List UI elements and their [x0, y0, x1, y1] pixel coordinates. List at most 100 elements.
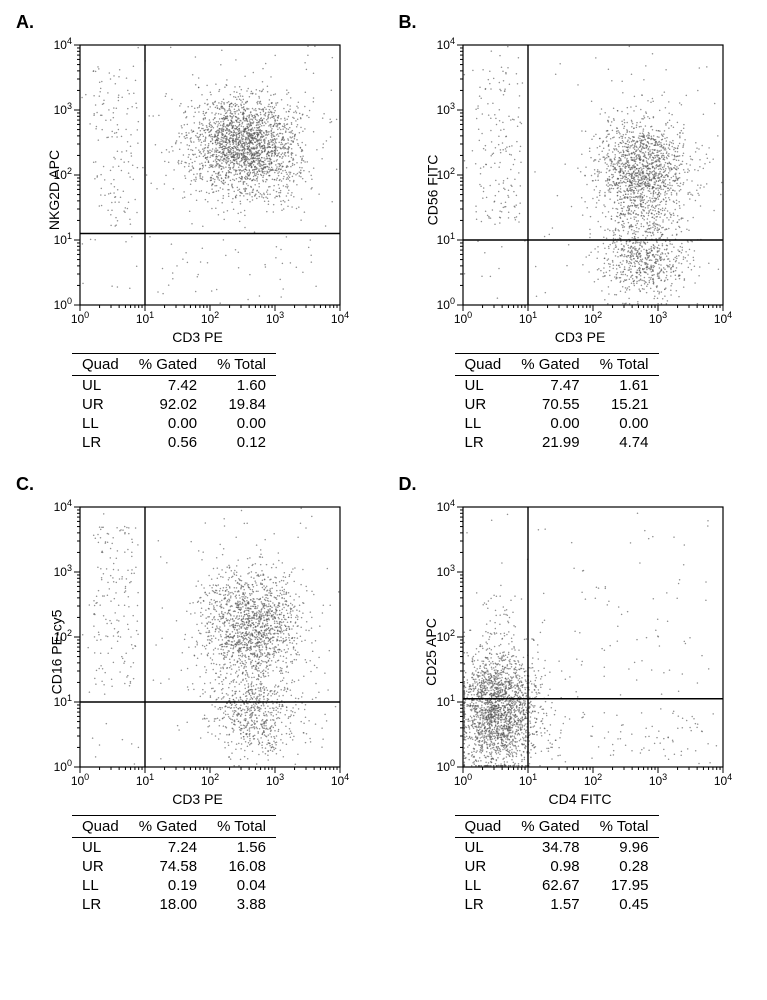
- table-row: LL 0.19 0.04: [72, 876, 276, 895]
- scatter-plot: CD56 FITC 100100101101102102103103104104…: [423, 35, 738, 345]
- quad-total: 0.12: [207, 433, 276, 452]
- quad-total: 0.28: [590, 857, 659, 876]
- x-axis-label: CD3 PE: [40, 791, 355, 807]
- th-quad: Quad: [455, 816, 512, 838]
- quad-total: 17.95: [590, 876, 659, 895]
- table-row: UL 34.78 9.96: [455, 838, 659, 858]
- panel-label: C.: [16, 474, 34, 495]
- th-gated: % Gated: [129, 816, 207, 838]
- table-row: LR 0.56 0.12: [72, 433, 276, 452]
- quad-total: 1.56: [207, 838, 276, 858]
- th-total: % Total: [590, 816, 659, 838]
- quad-gated: 92.02: [129, 395, 207, 414]
- th-gated: % Gated: [511, 354, 589, 376]
- scatter-dots: [82, 508, 340, 767]
- scatter-dots: [463, 512, 717, 766]
- quad-gated: 7.47: [511, 376, 589, 396]
- th-quad: Quad: [455, 354, 512, 376]
- quad-total: 0.00: [590, 414, 659, 433]
- quad-total: 3.88: [207, 895, 276, 914]
- quad-gated: 0.56: [129, 433, 207, 452]
- quad-total: 0.00: [207, 414, 276, 433]
- quad-total: 1.60: [207, 376, 276, 396]
- quadrant-table: Quad % Gated % Total UL 7.24 1.56 UR 74.…: [72, 815, 276, 914]
- quad-name: UL: [455, 376, 512, 396]
- panel: C. CD16 PE-cy5 1001001011011021021031031…: [12, 474, 373, 914]
- th-total: % Total: [590, 354, 659, 376]
- quad-name: LR: [455, 433, 512, 452]
- svg-text:100: 100: [54, 296, 72, 312]
- quad-gated: 74.58: [129, 857, 207, 876]
- quad-name: UL: [72, 376, 129, 396]
- table-row: LL 0.00 0.00: [455, 414, 659, 433]
- panel-label: A.: [16, 12, 34, 33]
- quad-name: LR: [72, 895, 129, 914]
- quad-gated: 7.42: [129, 376, 207, 396]
- scatter-dots: [463, 46, 722, 305]
- quad-total: 16.08: [207, 857, 276, 876]
- table-row: LR 18.00 3.88: [72, 895, 276, 914]
- th-gated: % Gated: [511, 816, 589, 838]
- quad-name: UR: [455, 857, 512, 876]
- table-row: LR 21.99 4.74: [455, 433, 659, 452]
- svg-text:104: 104: [54, 36, 72, 52]
- quad-name: LL: [72, 876, 129, 895]
- panel: B. CD56 FITC 100100101101102102103103104…: [395, 12, 756, 452]
- quad-name: UR: [72, 857, 129, 876]
- quad-gated: 1.57: [511, 895, 589, 914]
- table-row: UR 92.02 19.84: [72, 395, 276, 414]
- quad-name: LR: [72, 433, 129, 452]
- quad-gated: 0.98: [511, 857, 589, 876]
- y-axis-label: CD25 APC: [422, 618, 438, 686]
- plot-frame: [463, 45, 723, 305]
- figure-grid: A. NKG2D APC 100100101101102102103103104…: [12, 12, 755, 914]
- table-row: LR 1.57 0.45: [455, 895, 659, 914]
- table-row: UR 74.58 16.08: [72, 857, 276, 876]
- th-total: % Total: [207, 816, 276, 838]
- quadrant-table: Quad % Gated % Total UL 34.78 9.96 UR 0.…: [455, 815, 659, 914]
- quad-gated: 70.55: [511, 395, 589, 414]
- table-row: UL 7.42 1.60: [72, 376, 276, 396]
- quad-gated: 0.00: [129, 414, 207, 433]
- y-axis-label: NKG2D APC: [46, 150, 62, 230]
- panel: D. CD25 APC 1001001011011021021031031041…: [395, 474, 756, 914]
- y-axis-label: CD56 FITC: [424, 155, 440, 226]
- quad-total: 19.84: [207, 395, 276, 414]
- th-quad: Quad: [72, 816, 129, 838]
- quad-name: UL: [455, 838, 512, 858]
- panel-label: B.: [399, 12, 417, 33]
- svg-text:103: 103: [54, 101, 72, 117]
- table-row: UR 70.55 15.21: [455, 395, 659, 414]
- quad-name: LL: [72, 414, 129, 433]
- svg-text:103: 103: [266, 310, 284, 326]
- quad-gated: 62.67: [511, 876, 589, 895]
- x-axis-label: CD4 FITC: [423, 791, 738, 807]
- quad-gated: 21.99: [511, 433, 589, 452]
- panel: A. NKG2D APC 100100101101102102103103104…: [12, 12, 373, 452]
- scatter-plot: CD25 APC 100100101101102102103103104104 …: [423, 497, 738, 807]
- scatter-plot: CD16 PE-cy5 1001001011011021021031031041…: [40, 497, 355, 807]
- plot-frame: [80, 507, 340, 767]
- plot-frame: [80, 45, 340, 305]
- th-total: % Total: [207, 354, 276, 376]
- quad-total: 0.04: [207, 876, 276, 895]
- y-axis-label: CD16 PE-cy5: [48, 610, 64, 695]
- table-row: UR 0.98 0.28: [455, 857, 659, 876]
- svg-text:100: 100: [71, 310, 89, 326]
- svg-text:101: 101: [136, 310, 154, 326]
- th-gated: % Gated: [129, 354, 207, 376]
- quad-gated: 0.19: [129, 876, 207, 895]
- svg-text:102: 102: [201, 310, 219, 326]
- quad-total: 1.61: [590, 376, 659, 396]
- svg-text:104: 104: [331, 310, 349, 326]
- scatter-dots: [81, 46, 337, 304]
- table-row: LL 0.00 0.00: [72, 414, 276, 433]
- quad-total: 4.74: [590, 433, 659, 452]
- scatter-plot: NKG2D APC 100100101101102102103103104104…: [40, 35, 355, 345]
- quad-name: LL: [455, 876, 512, 895]
- table-row: LL 62.67 17.95: [455, 876, 659, 895]
- quad-gated: 34.78: [511, 838, 589, 858]
- quad-total: 9.96: [590, 838, 659, 858]
- x-axis-label: CD3 PE: [423, 329, 738, 345]
- quadrant-table: Quad % Gated % Total UL 7.42 1.60 UR 92.…: [72, 353, 276, 452]
